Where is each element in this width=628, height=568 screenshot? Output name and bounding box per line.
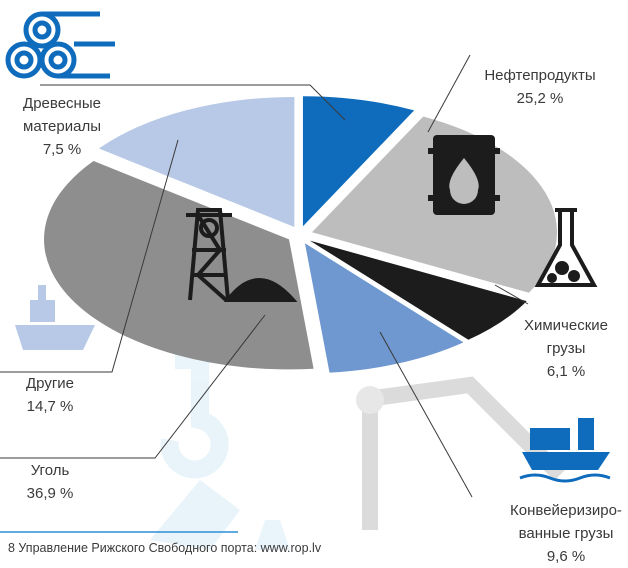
slice-name: Химические грузы <box>523 317 609 357</box>
footer: 8 Управление Рижского Свободного порта: … <box>8 541 322 555</box>
slice-label: Конвейеризиро- ванные грузы 9,6 % <box>486 499 628 568</box>
slice-label: Другие 14,7 % <box>0 372 130 418</box>
slice-value: 6,1 % <box>546 363 586 380</box>
slice-label: Уголь 36,9 % <box>0 459 130 505</box>
mine-icon <box>186 208 298 302</box>
ship-icon <box>15 285 95 350</box>
pie-slice <box>304 243 464 373</box>
slice-value: 14,7 % <box>26 398 74 415</box>
leader-line <box>40 84 346 121</box>
slice-label: Нефтепродукты 25,2 % <box>460 64 620 110</box>
slice-name: Уголь <box>30 462 70 479</box>
leader-line <box>0 139 179 373</box>
leaders <box>0 54 529 498</box>
decor <box>150 351 290 550</box>
leader-line <box>427 54 471 133</box>
slice-value: 9,6 % <box>546 548 586 565</box>
slice-name: Конвейеризиро- ванные грузы <box>510 502 622 542</box>
slice-label: Древесные материалы 7,5 % <box>0 92 142 161</box>
pie-slice <box>302 96 415 227</box>
logs-icon <box>5 11 115 79</box>
flask-icon <box>534 208 598 287</box>
pie-slice <box>309 240 527 340</box>
slice-value: 7,5 % <box>42 141 82 158</box>
slice-name: Нефтепродукты <box>484 67 596 84</box>
leader-line <box>379 331 473 498</box>
pie <box>44 96 558 373</box>
barrel-icon <box>428 135 500 215</box>
slice-name: Другие <box>25 375 75 392</box>
leader-line <box>0 314 266 459</box>
leader-line <box>494 284 529 305</box>
slice-value: 36,9 % <box>26 485 74 502</box>
slice-label: Химические грузы 6,1 % <box>486 314 628 383</box>
pie-slice <box>98 96 295 227</box>
slice-name: Древесные материалы <box>23 95 101 135</box>
icons <box>5 11 611 483</box>
slice-value: 25,2 % <box>516 90 564 107</box>
pie-slice <box>44 161 314 370</box>
container-ship-icon <box>519 418 611 483</box>
